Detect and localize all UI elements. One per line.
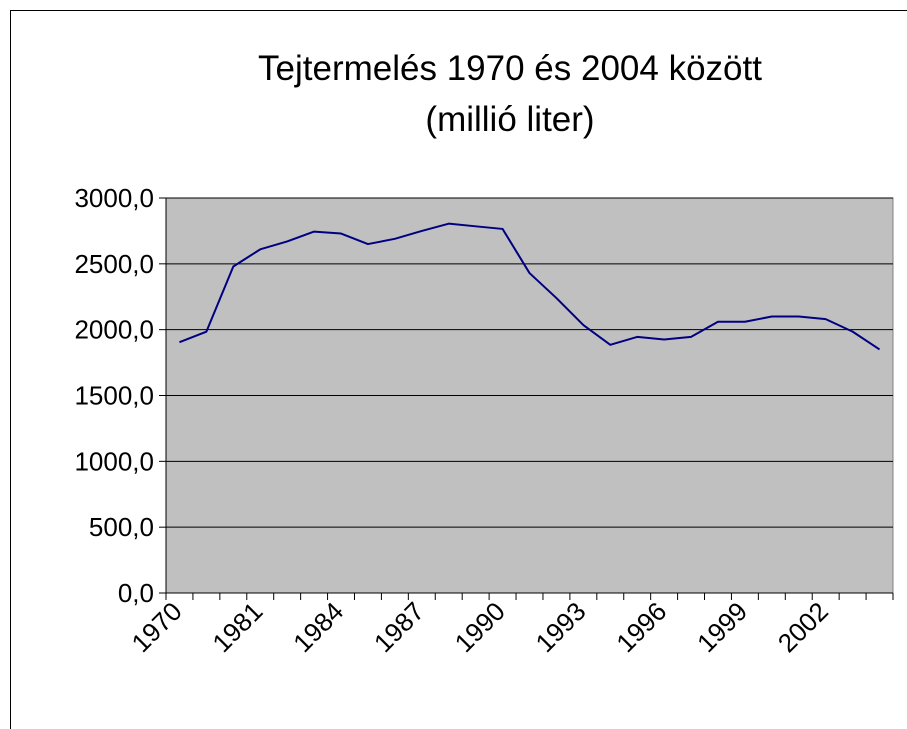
y-tick-label: 2000,0 <box>74 315 154 345</box>
y-tick-label: 0,0 <box>118 578 154 608</box>
y-tick-label: 1000,0 <box>74 446 154 476</box>
series-line <box>179 222 881 351</box>
chart-subtitle: (millió liter) <box>425 100 594 139</box>
y-tick-label: 3000,0 <box>74 183 154 213</box>
y-tick-label: 1500,0 <box>74 381 154 411</box>
chart-title: Tejtermelés 1970 és 2004 között <box>258 49 762 88</box>
y-tick-label: 500,0 <box>89 512 154 542</box>
y-tick-label: 2500,0 <box>74 249 154 279</box>
